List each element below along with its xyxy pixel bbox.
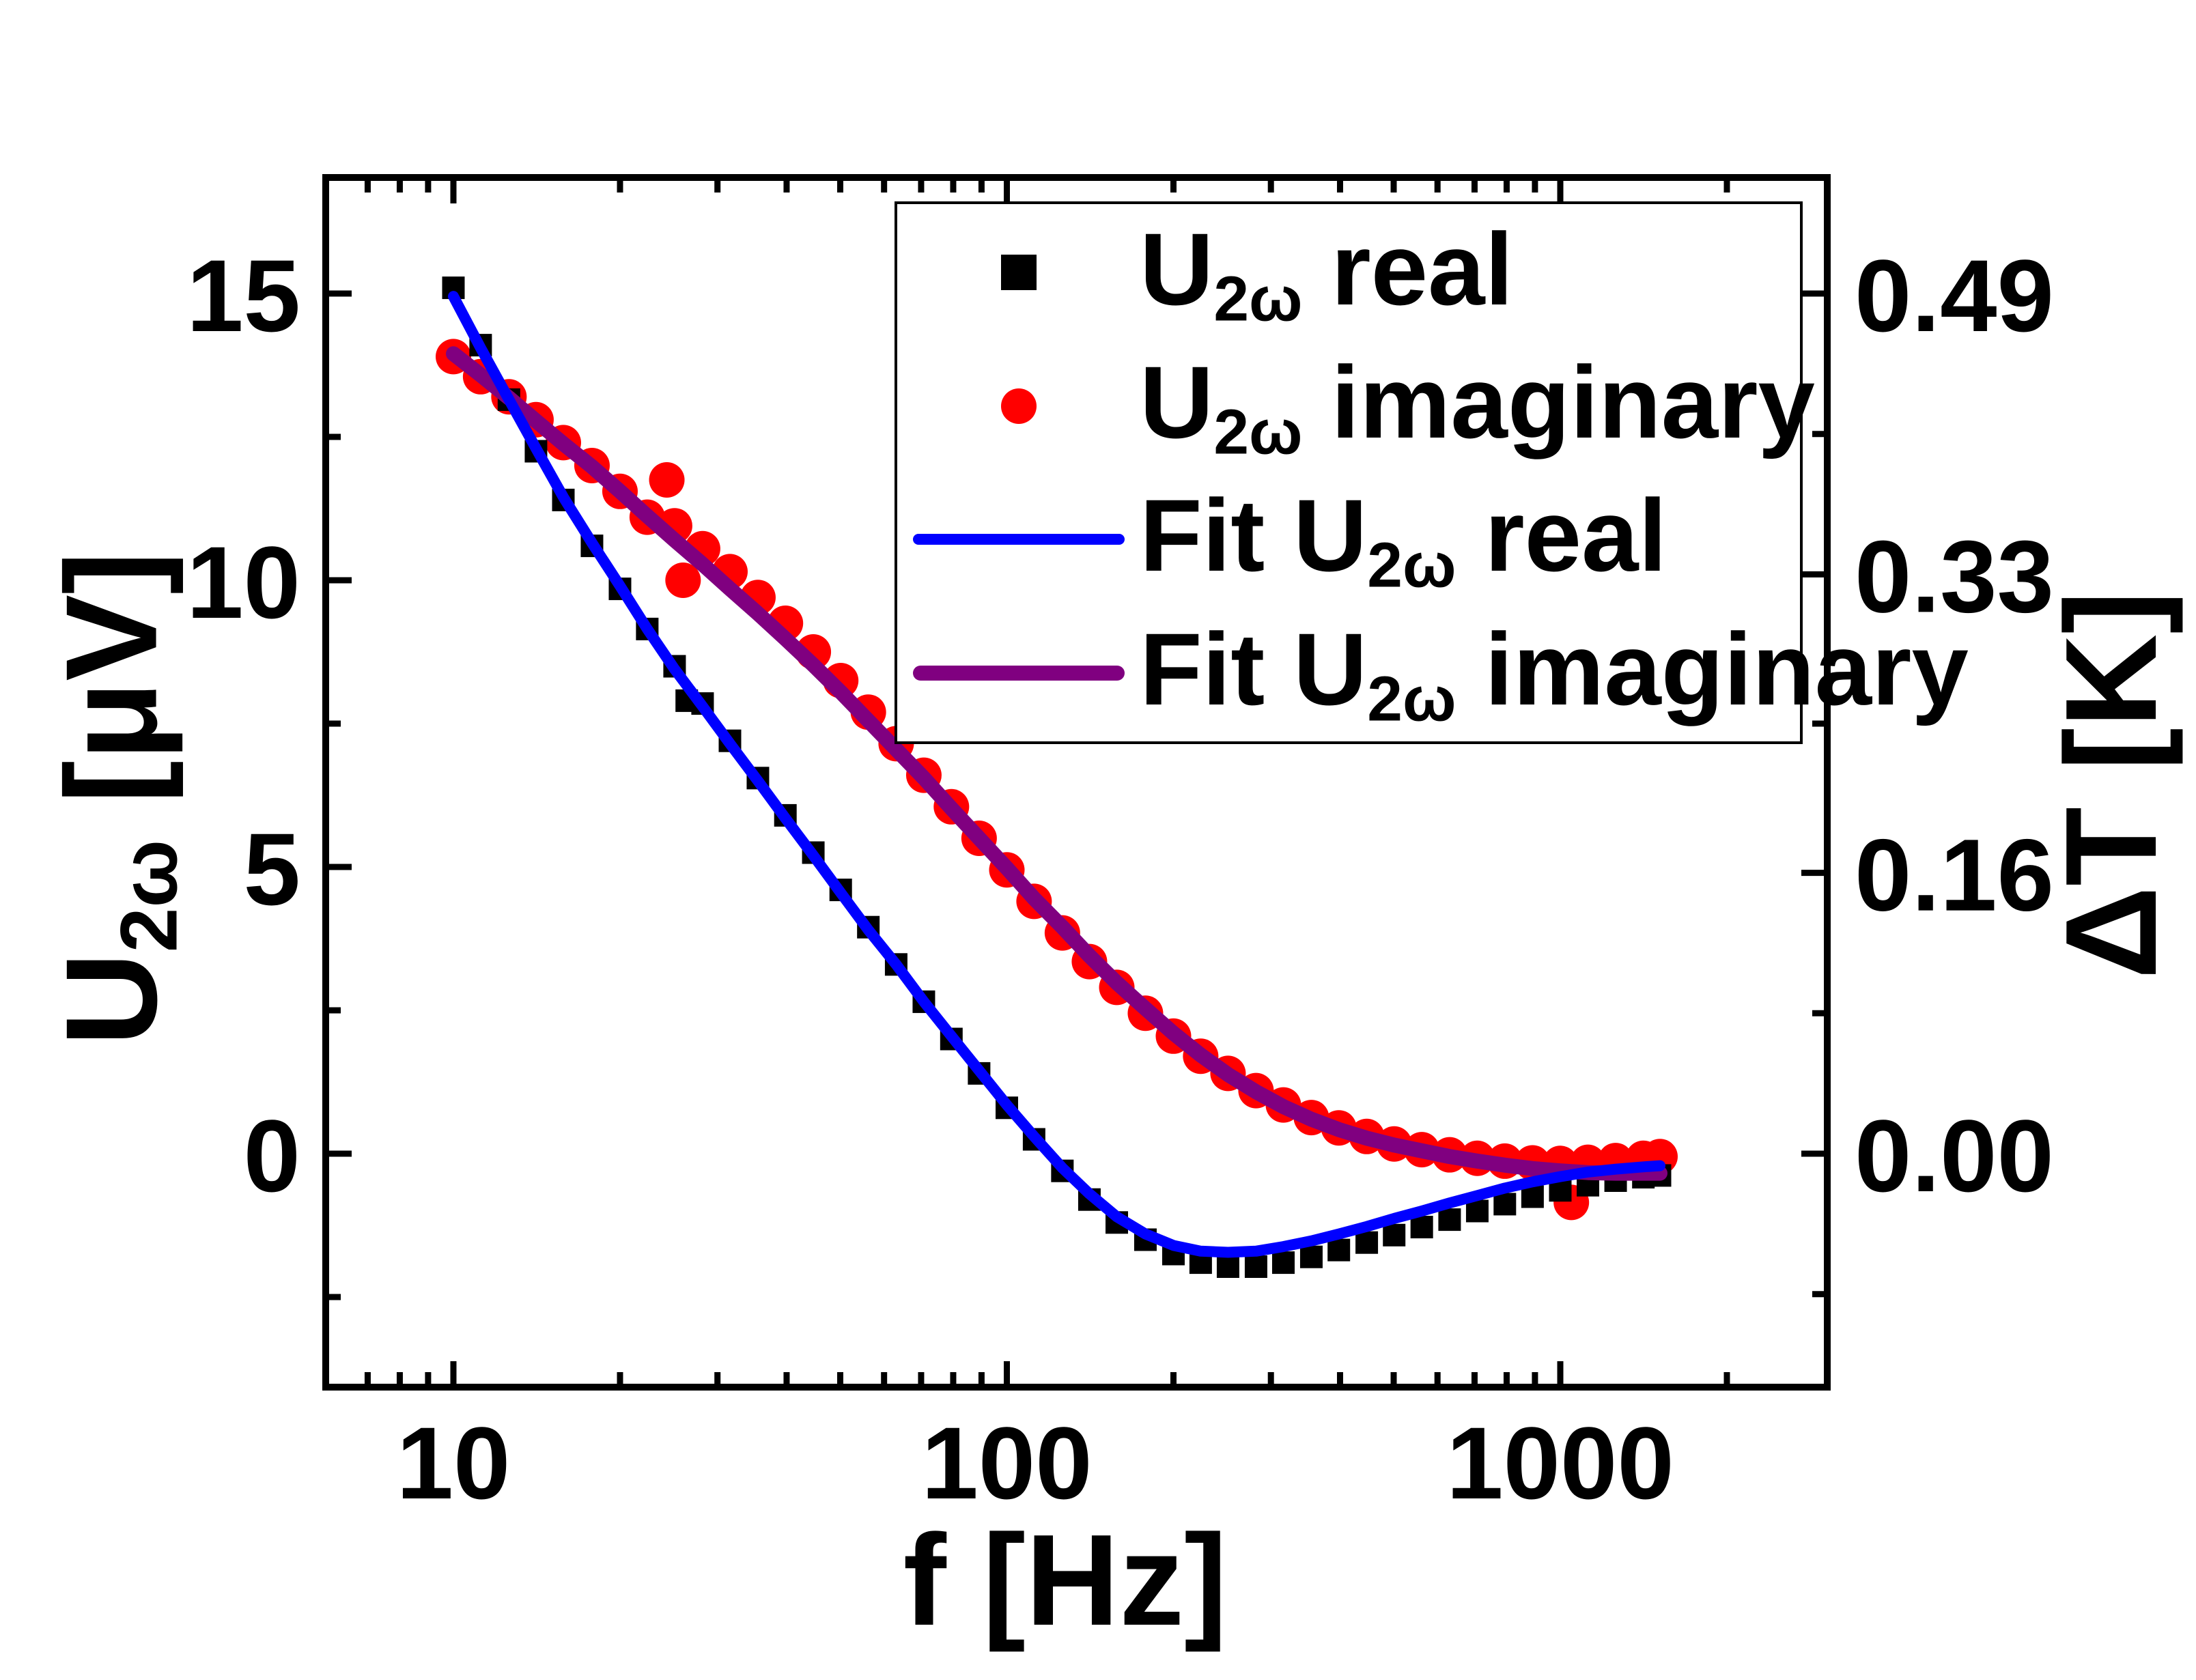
plot-box (322, 174, 1831, 1391)
data-point-square (1299, 1245, 1323, 1268)
data-point-square (1493, 1193, 1517, 1216)
data-point-circle (649, 462, 685, 498)
legend: U2ω real U2ω imaginary Fit U2ω real Fit … (895, 201, 1969, 744)
x-tick-label: 10 (397, 1406, 511, 1520)
data-point-square (1216, 1255, 1239, 1278)
circle-marker-icon (1000, 388, 1037, 424)
x-tick-label: 1000 (1446, 1406, 1674, 1520)
legend-item-u2w-real: U2ω real (897, 208, 1800, 337)
legend-item-u2w-imaginary: U2ω imaginary (897, 341, 1815, 471)
legend-item-fit-u2w-real: Fit U2ω real (897, 474, 1800, 604)
legend-label: Fit U2ω real (1140, 478, 1667, 601)
line-marker-icon (912, 534, 1125, 545)
y-left-tick-label: 15 (186, 238, 300, 353)
y-right-tick-label: 0.00 (1855, 1098, 2054, 1213)
y-left-tick-label: 0 (244, 1098, 300, 1213)
data-point-square (1355, 1231, 1379, 1254)
legend-label: Fit U2ω imaginary (1140, 611, 1969, 735)
data-point-square (1465, 1199, 1489, 1223)
y-axis-title-right: ΔT [K] (2039, 590, 2184, 980)
y-left-tick-label: 5 (244, 812, 300, 926)
data-point-square (1521, 1185, 1544, 1208)
x-axis-title: f [Hz] (903, 1508, 1228, 1653)
x-tick-label: 100 (921, 1406, 1092, 1520)
y-left-tick-label: 10 (186, 525, 300, 640)
square-marker-icon (1000, 255, 1037, 291)
y-right-tick-label: 0.33 (1855, 519, 2054, 633)
data-point-square (1327, 1238, 1351, 1262)
y-right-tick-label: 0.49 (1855, 238, 2054, 353)
data-point-square (1244, 1255, 1267, 1278)
y-right-tick-label: 0.16 (1855, 818, 2054, 932)
data-point-square (1410, 1216, 1433, 1239)
y-axis-title-left: U2ω [μV] (39, 551, 194, 1047)
data-point-square (1383, 1223, 1406, 1247)
data-point-circle (665, 563, 701, 598)
data-point-square (1438, 1208, 1461, 1231)
legend-item-fit-u2w-imaginary: Fit U2ω imaginary (897, 608, 1969, 738)
data-point-square (1271, 1251, 1295, 1275)
fit-line (446, 346, 1667, 1181)
line-marker-icon (912, 665, 1125, 681)
legend-label: U2ω real (1140, 211, 1514, 334)
fit-line (448, 291, 1665, 1258)
legend-label: U2ω imaginary (1140, 345, 1815, 468)
